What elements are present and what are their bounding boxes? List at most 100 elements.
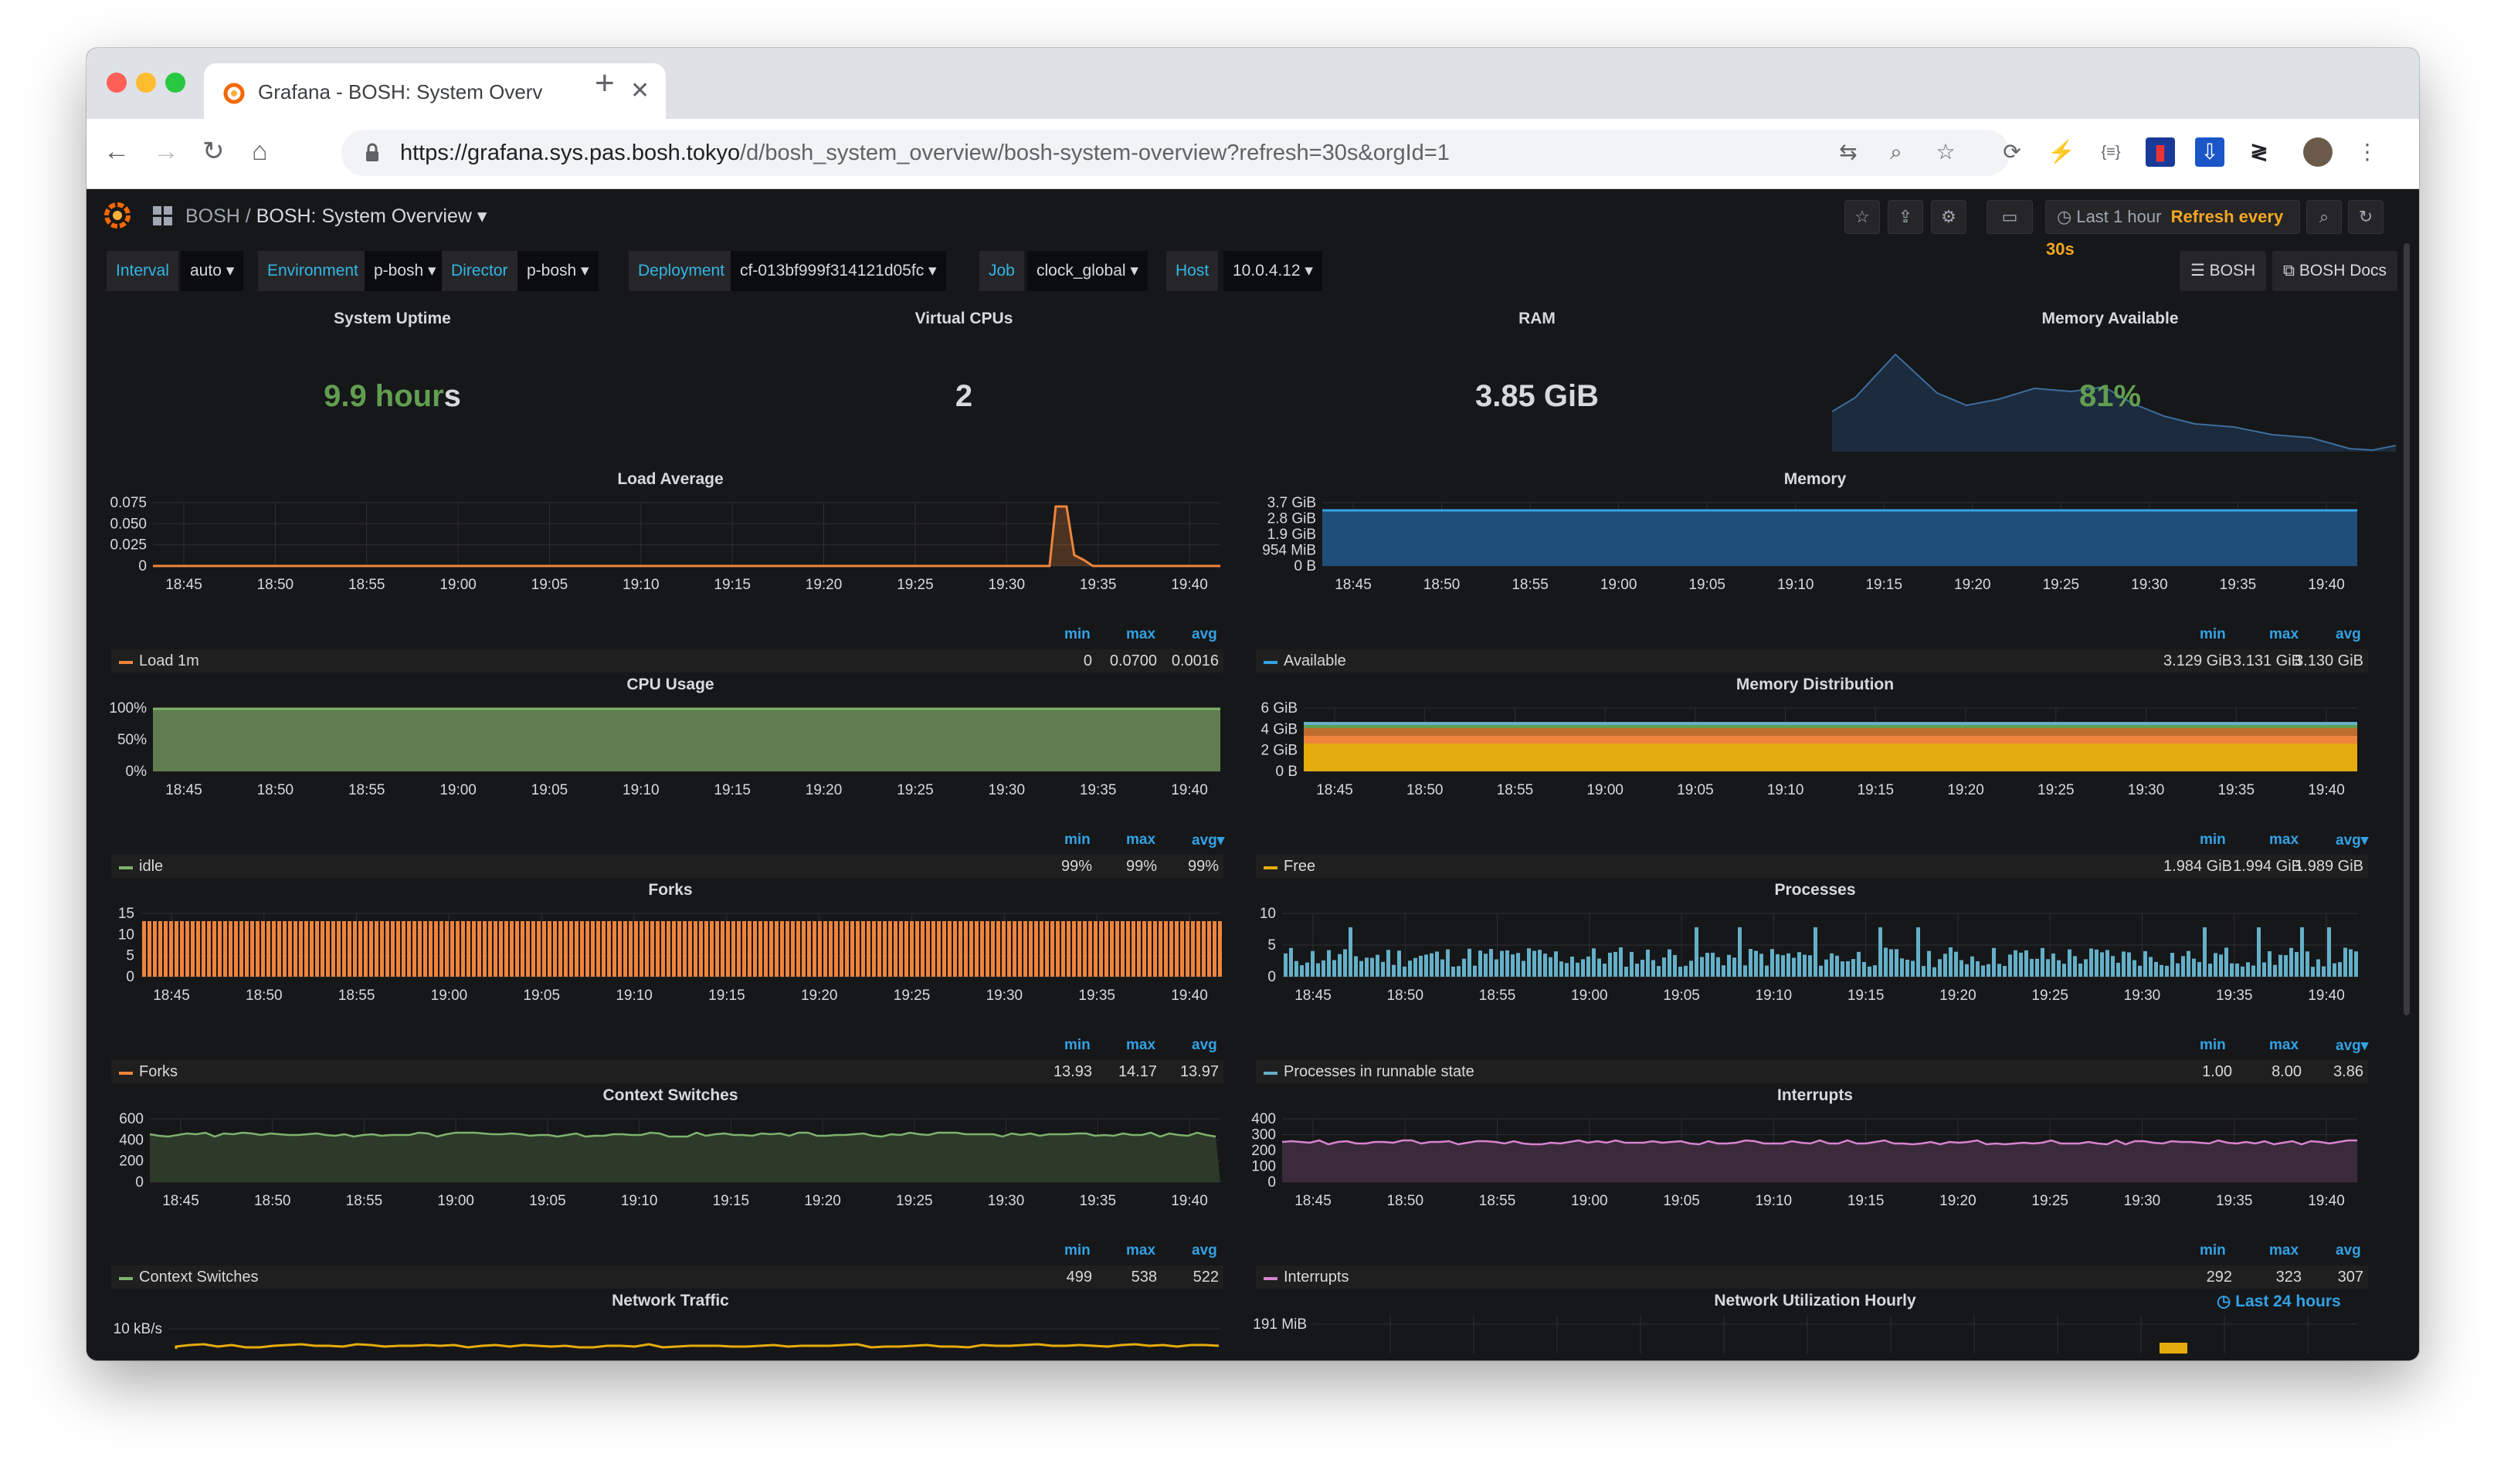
home-icon[interactable]: ⌂ [252, 137, 268, 166]
legend-header-min[interactable]: min [2200, 626, 2226, 642]
bosh-link[interactable]: ☰ BOSH [2180, 251, 2267, 291]
share-icon[interactable]: ⇪ [1888, 200, 1923, 234]
series-bar [2062, 964, 2066, 977]
variable-value[interactable]: cf-013bf999f314121d05fc ▾ [731, 251, 946, 291]
legend-header-min[interactable]: min [1064, 832, 1091, 848]
legend-header-max[interactable]: max [2269, 626, 2299, 642]
series-bar [877, 921, 881, 977]
panel-title: Context Switches [602, 1086, 738, 1104]
legend-header-min[interactable]: min [2200, 1037, 2226, 1053]
x-tick-label: 18:50 [1386, 988, 1423, 1004]
tile-extension-icon[interactable]: ≷ [2250, 140, 2268, 164]
bosh-docs-link[interactable]: ⧉ BOSH Docs [2272, 251, 2398, 291]
legend-avg: 307 [2337, 1269, 2363, 1286]
scrollbar[interactable] [2404, 243, 2410, 1015]
legend-header-max[interactable]: max [1126, 832, 1156, 848]
variable-value[interactable]: p-bosh ▾ [365, 251, 446, 291]
breadcrumb[interactable]: BOSH / BOSH: System Overview ▾ [185, 205, 487, 228]
series-bar [164, 921, 168, 977]
legend-row[interactable]: Forks 13.93 14.17 13.97 [111, 1060, 1223, 1083]
reload-icon[interactable]: ↻ [202, 137, 225, 166]
series-bar [1505, 950, 1509, 977]
legend-max: 323 [2275, 1269, 2302, 1286]
legend-min: 1.00 [2202, 1063, 2232, 1080]
json-extension-icon[interactable]: {≡} [2101, 144, 2121, 161]
legend-row[interactable]: Load 1m 0 0.0700 0.0016 [111, 649, 1223, 673]
download-extension-icon[interactable]: ⇩ [2195, 137, 2224, 167]
legend-header-avg[interactable]: avg [2336, 626, 2361, 642]
browser-window: Grafana - BOSH: System Overv ✕ + ← → ↻ ⌂… [87, 48, 2419, 1360]
legend-row[interactable]: Available 3.129 GiB 3.131 GiB 3.130 GiB [1256, 649, 2368, 673]
series-bar [1110, 921, 1114, 977]
legend-header-avg[interactable]: avg▾ [2336, 1038, 2369, 1054]
zoom-out-icon[interactable]: ⌕ [2306, 200, 2342, 234]
legend-header-avg[interactable]: avg [1192, 626, 1217, 642]
refresh-icon[interactable]: ↻ [2348, 200, 2384, 234]
legend-header-min[interactable]: min [1064, 1242, 1091, 1259]
x-tick-label: 19:40 [1171, 782, 1208, 798]
variable-value[interactable]: p-bosh ▾ [517, 251, 599, 291]
time-picker[interactable]: ◷ Last 1 hour Refresh every 30s [2045, 200, 2300, 259]
legend-row[interactable]: Processes in runnable state 1.00 8.00 3.86 [1256, 1060, 2368, 1083]
tv-mode-icon[interactable]: ▭ [1987, 200, 2033, 234]
series-bar [991, 921, 995, 977]
close-window-button[interactable] [107, 73, 127, 93]
legend-header-avg[interactable]: avg [1192, 1037, 1217, 1053]
legend-header-avg[interactable]: avg▾ [2336, 832, 2369, 849]
close-tab-icon[interactable]: ✕ [630, 78, 650, 103]
minimize-window-button[interactable] [136, 73, 156, 93]
legend-header-max[interactable]: max [2269, 832, 2299, 848]
url-field[interactable]: https://grafana.sys.pas.bosh.tokyo/d/bos… [341, 130, 2010, 176]
lightning-extension-icon[interactable]: ⚡ [2048, 140, 2075, 164]
legend-header-avg[interactable]: avg [2336, 1242, 2361, 1259]
legend-header-max[interactable]: max [1126, 1242, 1156, 1259]
legend-header-avg[interactable]: avg [1192, 1242, 1217, 1259]
settings-gear-icon[interactable]: ⚙ [1931, 200, 1966, 234]
profile-avatar[interactable] [2303, 137, 2333, 167]
series-bar [585, 921, 589, 977]
legend-row[interactable]: Interrupts 292 323 307 [1256, 1265, 2368, 1289]
series-bar [1916, 927, 1920, 977]
back-arrow-icon[interactable]: ← [103, 137, 130, 166]
series-bar [1169, 921, 1173, 977]
flag-extension-icon[interactable]: ▮ [2146, 137, 2175, 167]
tab-bar: Grafana - BOSH: System Overv ✕ + [87, 48, 2419, 119]
legend-row[interactable]: idle 99% 99% 99% [111, 855, 1223, 878]
legend-header-min[interactable]: min [1064, 1037, 1091, 1053]
legend-max: 99% [1125, 858, 1157, 875]
zoom-icon[interactable]: ⌕ [1890, 140, 1902, 164]
new-tab-button[interactable]: + [595, 64, 615, 102]
series-bar [1104, 921, 1108, 977]
legend-header-max[interactable]: max [1126, 626, 1156, 642]
legend-header-max[interactable]: max [2269, 1242, 2299, 1259]
x-tick-label: 18:50 [254, 1193, 291, 1209]
legend-header-max[interactable]: max [1126, 1037, 1156, 1053]
legend-header-min[interactable]: min [1064, 626, 1091, 642]
legend-row[interactable]: Free 1.984 GiB 1.994 GiB 1.989 GiB [1256, 855, 2368, 878]
series-bar [1067, 921, 1070, 977]
translate-icon[interactable]: ⇆ [1839, 140, 1858, 164]
legend-header-max[interactable]: max [2269, 1037, 2299, 1053]
x-tick-label: 19:30 [988, 782, 1025, 798]
variable-value[interactable]: 10.0.4.12 ▾ [1223, 251, 1322, 291]
maximize-window-button[interactable] [165, 73, 185, 93]
variable-value[interactable]: auto ▾ [181, 251, 244, 291]
legend-header-min[interactable]: min [2200, 832, 2226, 848]
browser-menu-icon[interactable]: ⋮ [2356, 140, 2378, 164]
x-tick-label: 19:00 [1571, 988, 1608, 1004]
bookmark-star-icon[interactable]: ☆ [1936, 140, 1956, 164]
series-bar [1359, 961, 1363, 977]
dashboards-grid-icon[interactable] [153, 206, 173, 226]
series-bar [531, 921, 535, 977]
series-bar [591, 921, 595, 977]
legend-header-avg[interactable]: avg▾ [1192, 832, 1225, 849]
legend-row[interactable]: Context Switches 499 538 522 [111, 1265, 1223, 1289]
forward-arrow-icon[interactable]: → [153, 137, 179, 166]
browser-tab[interactable]: Grafana - BOSH: System Overv ✕ [204, 63, 666, 119]
series-bar [910, 921, 914, 977]
grafana-logo-icon[interactable] [100, 198, 134, 232]
star-dashboard-icon[interactable]: ☆ [1844, 200, 1880, 234]
sync-extension-icon[interactable]: ⟳ [2003, 140, 2021, 164]
legend-header-min[interactable]: min [2200, 1242, 2226, 1259]
variable-value[interactable]: clock_global ▾ [1027, 251, 1148, 291]
